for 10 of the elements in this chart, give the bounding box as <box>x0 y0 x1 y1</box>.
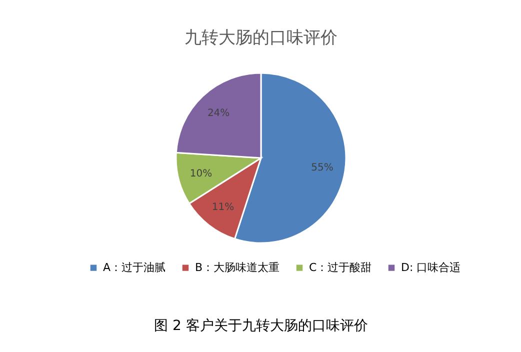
legend-label: B：大肠味道太重 <box>195 260 280 274</box>
legend-label: A：过于油腻 <box>103 260 166 274</box>
caption: 图 2 客户关于九转大肠的口味评价 <box>154 318 368 334</box>
chart-title: 九转大肠的口味评价 <box>184 28 338 48</box>
data-label: 24% <box>207 108 230 119</box>
legend-label: C：过于酸甜 <box>309 260 372 274</box>
data-label: 10% <box>190 168 212 180</box>
data-label: 55% <box>311 162 334 174</box>
data-label: 11% <box>212 202 234 213</box>
legend-label: D: 口味合适 <box>401 260 461 274</box>
